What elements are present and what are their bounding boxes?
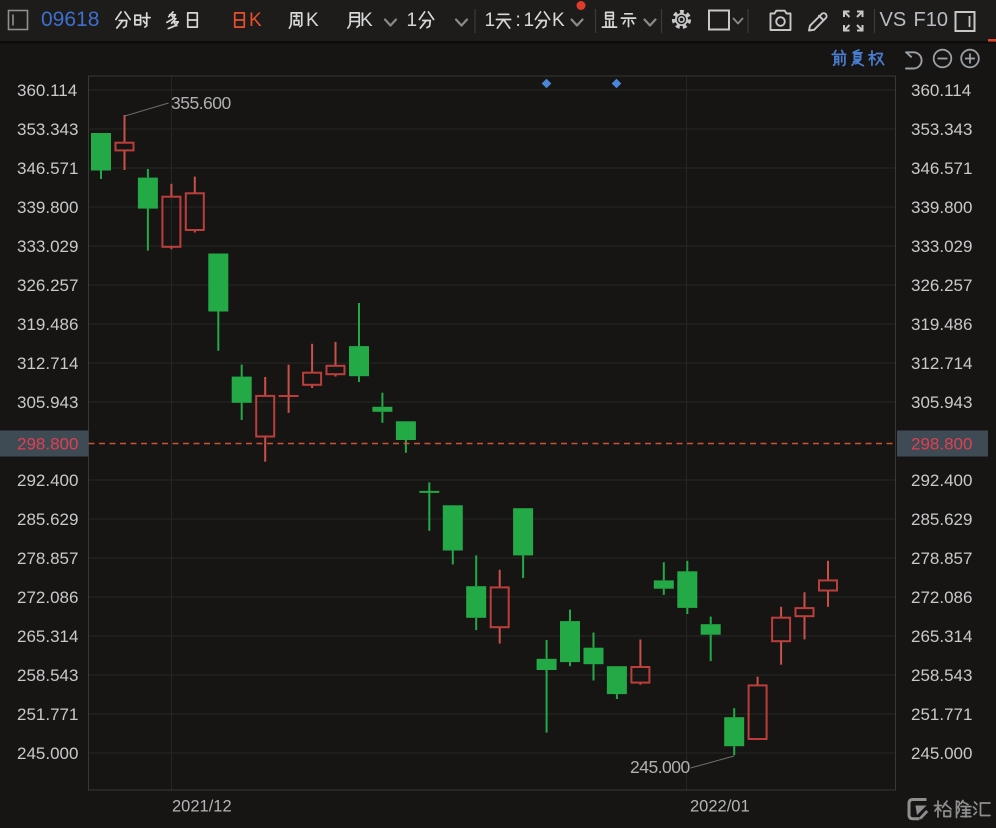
svg-text:272.086: 272.086 (911, 588, 972, 607)
svg-text:292.400: 292.400 (17, 471, 78, 490)
svg-text:312.714: 312.714 (911, 354, 972, 373)
svg-text:305.943: 305.943 (17, 393, 78, 412)
svg-text:292.400: 292.400 (911, 471, 972, 490)
svg-text:339.800: 339.800 (911, 198, 972, 217)
svg-text:333.029: 333.029 (911, 237, 972, 256)
svg-text:305.943: 305.943 (911, 393, 972, 412)
svg-text:258.543: 258.543 (17, 666, 78, 685)
svg-text:346.571: 346.571 (17, 159, 78, 178)
svg-text:VS: VS (880, 9, 907, 31)
svg-text:258.543: 258.543 (911, 666, 972, 685)
svg-text:251.771: 251.771 (17, 705, 78, 724)
svg-text:285.629: 285.629 (911, 510, 972, 529)
svg-text:326.257: 326.257 (17, 276, 78, 295)
svg-text:298.800: 298.800 (17, 435, 78, 454)
svg-text:355.600: 355.600 (171, 93, 232, 113)
svg-text:265.314: 265.314 (17, 627, 78, 646)
svg-text:K: K (249, 10, 262, 31)
svg-text:298.800: 298.800 (911, 435, 972, 454)
svg-text:333.029: 333.029 (17, 237, 78, 256)
svg-text:1: 1 (407, 10, 418, 31)
svg-text:360.114: 360.114 (17, 81, 77, 100)
svg-text:278.857: 278.857 (17, 549, 78, 568)
svg-text:251.771: 251.771 (911, 705, 972, 724)
svg-text:339.800: 339.800 (17, 198, 78, 217)
svg-text:K: K (360, 10, 373, 31)
svg-text:1: 1 (524, 10, 535, 31)
svg-text:245.000: 245.000 (17, 744, 78, 763)
svg-text:319.486: 319.486 (17, 315, 78, 334)
svg-text::: : (516, 10, 521, 31)
svg-text:F10: F10 (914, 9, 948, 31)
svg-text:245.000: 245.000 (630, 757, 691, 777)
svg-text:278.857: 278.857 (911, 549, 972, 568)
svg-text:312.714: 312.714 (17, 354, 78, 373)
svg-text:K: K (306, 10, 319, 31)
svg-text:265.314: 265.314 (911, 627, 972, 646)
svg-text:285.629: 285.629 (17, 510, 78, 529)
svg-text:326.257: 326.257 (911, 276, 972, 295)
svg-text:2022/01: 2022/01 (690, 798, 750, 816)
svg-text:09618: 09618 (41, 8, 99, 31)
svg-text:272.086: 272.086 (17, 588, 78, 607)
svg-text:245.000: 245.000 (911, 744, 972, 763)
svg-text:2021/12: 2021/12 (172, 798, 232, 816)
svg-text:353.343: 353.343 (911, 120, 972, 139)
svg-text:319.486: 319.486 (911, 315, 972, 334)
svg-text:360.114: 360.114 (911, 81, 971, 100)
svg-text:353.343: 353.343 (17, 120, 78, 139)
svg-text:346.571: 346.571 (911, 159, 972, 178)
svg-text:K: K (552, 10, 565, 31)
svg-text:1: 1 (485, 10, 496, 31)
